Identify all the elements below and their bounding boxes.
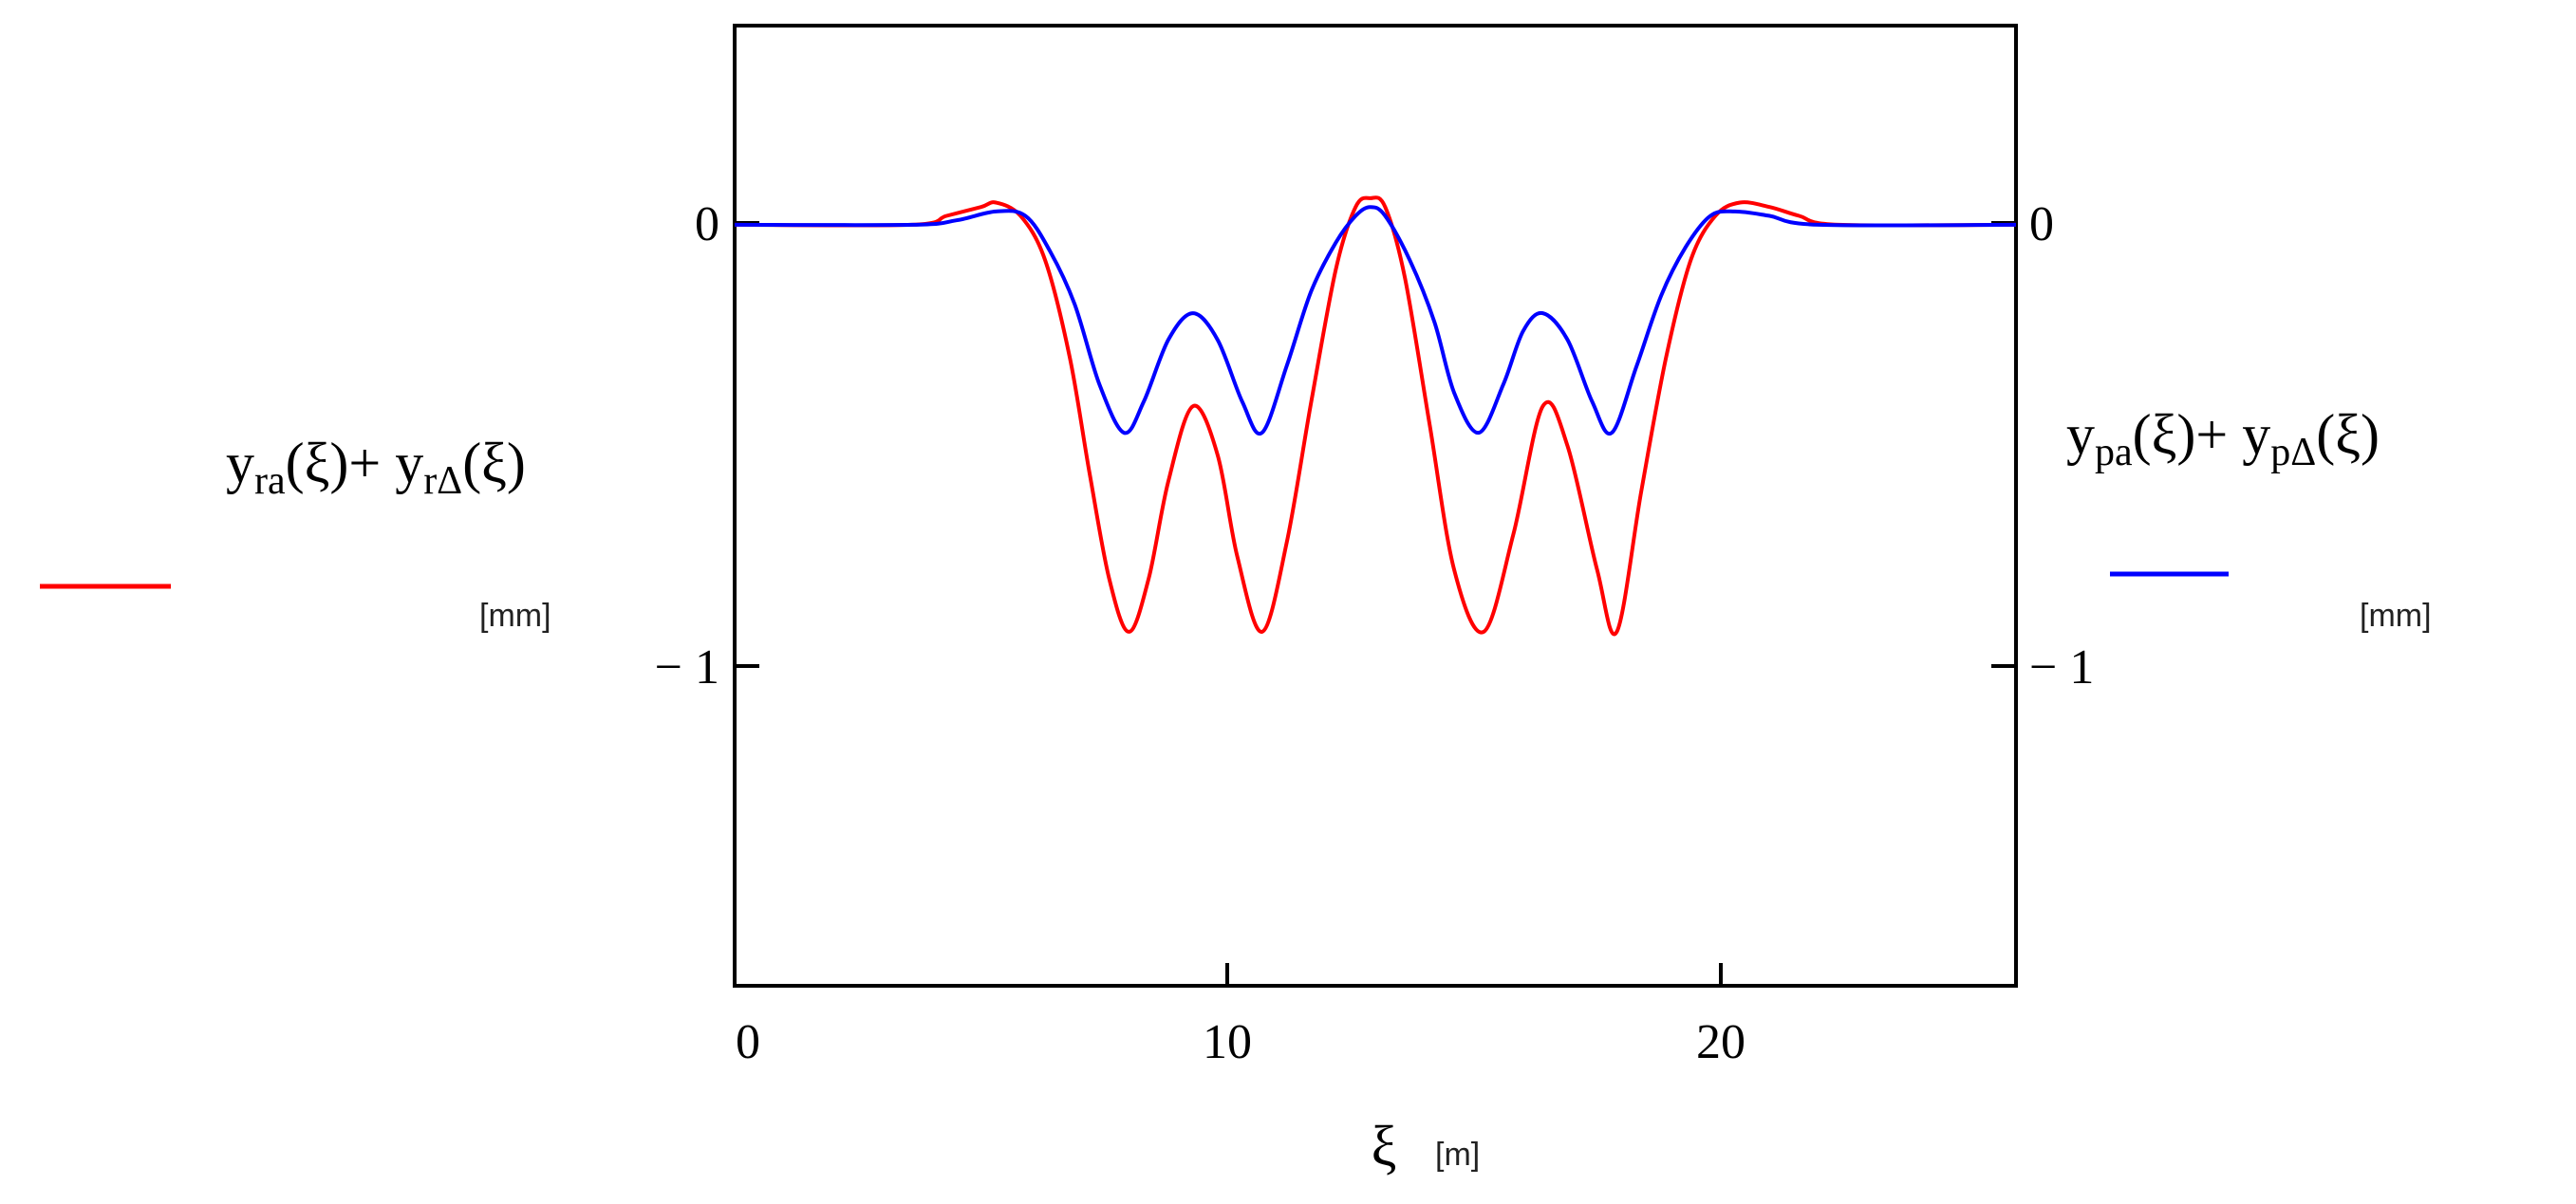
y-tick-label-left-0: 0 (695, 197, 719, 251)
y-tick-label-left-1: − 1 (655, 640, 719, 695)
y-tick-label-right-0: 0 (2029, 197, 2054, 251)
legend-right-unit: [mm] (2360, 598, 2432, 634)
legend-left-expression: yra(ξ)+ yrΔ(ξ) (226, 432, 526, 503)
series-layer (734, 195, 2017, 637)
x-tick-label-20: 20 (1696, 1015, 1745, 1069)
y-tick-label-right-1: − 1 (2029, 640, 2094, 695)
series-line-blue (734, 205, 2017, 436)
x-axis-unit: [m] (1435, 1137, 1480, 1173)
plot-frame (733, 24, 2018, 988)
legend-right-expression: ypa(ξ)+ ypΔ(ξ) (2066, 403, 2380, 474)
x-axis-symbol: ξ (1372, 1115, 1397, 1177)
x-tick-label-10: 10 (1203, 1015, 1252, 1069)
x-tick-label-0: 0 (736, 1015, 760, 1069)
series-line-red (734, 195, 2017, 637)
legend-left-unit: [mm] (479, 598, 551, 634)
